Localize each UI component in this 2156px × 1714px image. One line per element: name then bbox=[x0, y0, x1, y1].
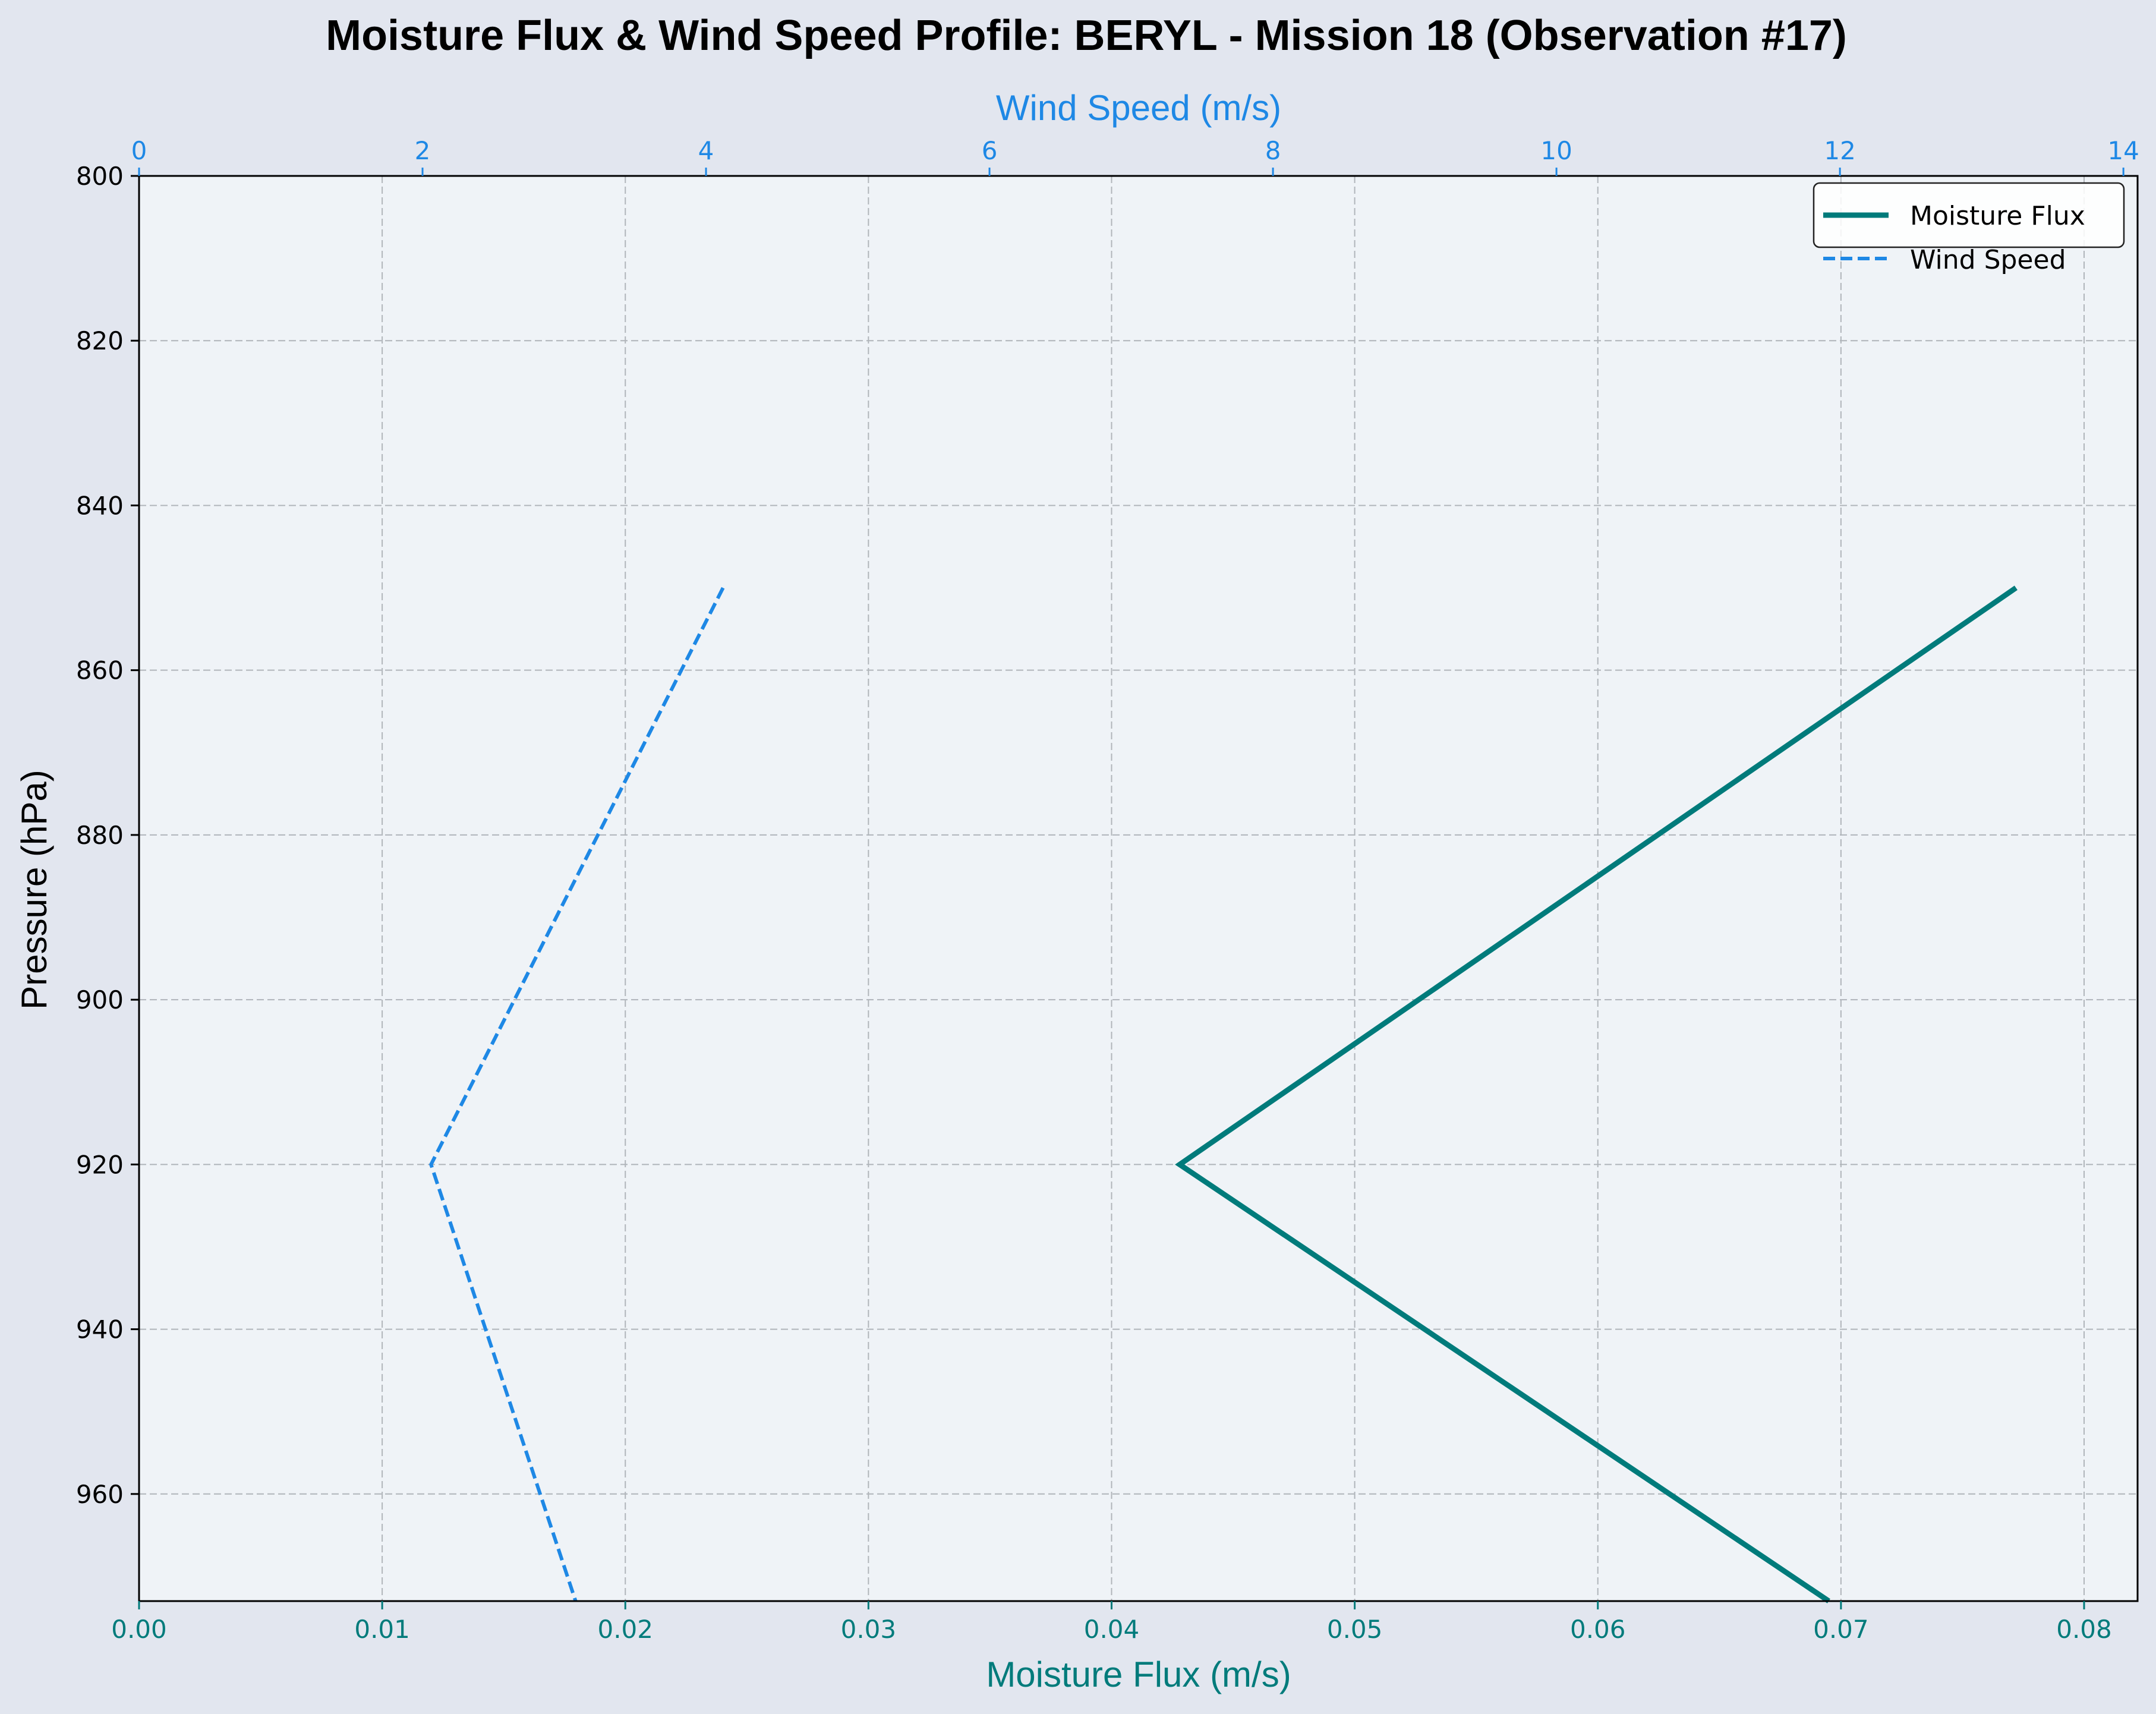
plot-frame bbox=[138, 175, 2139, 1602]
x-top-tick-label: 14 bbox=[2107, 136, 2139, 165]
x-bottom-tick-label: 0.03 bbox=[841, 1615, 897, 1644]
x-bottom-tick-label: 0.05 bbox=[1327, 1615, 1383, 1644]
x-top-tick-label: 2 bbox=[415, 136, 431, 165]
x-bottom-tick-label: 0.00 bbox=[111, 1615, 167, 1644]
y-axis-label: Pressure (hPa) bbox=[14, 770, 54, 1009]
x-top-tick-label: 10 bbox=[1540, 136, 1572, 165]
plot-area bbox=[139, 176, 2138, 1601]
series-line-wind-speed bbox=[429, 587, 725, 1602]
legend: Moisture Flux Wind Speed bbox=[1813, 182, 2125, 275]
x-bottom-tick-label: 0.04 bbox=[1084, 1615, 1140, 1644]
x-top-tick-label: 12 bbox=[1824, 136, 1855, 165]
x-bottom-tick-label: 0.07 bbox=[1813, 1615, 1869, 1644]
y-tick-label: 900 bbox=[76, 985, 124, 1014]
y-tick-label: 940 bbox=[76, 1315, 124, 1344]
y-tick-label: 960 bbox=[76, 1480, 124, 1509]
x-axis-top: 0 2 4 6 8 10 12 14 bbox=[131, 136, 2139, 176]
x-axis-bottom-label: Moisture Flux (m/s) bbox=[986, 1655, 1291, 1694]
x-top-tick-label: 8 bbox=[1265, 136, 1281, 165]
y-tick-label: 860 bbox=[76, 656, 124, 685]
y-tick-label: 880 bbox=[76, 821, 124, 850]
series-layer bbox=[429, 585, 2018, 1603]
x-bottom-tick-label: 0.08 bbox=[2056, 1615, 2112, 1644]
x-axis-bottom: 0.00 0.01 0.02 0.03 0.04 0.05 0.06 0.07 0.08 bbox=[111, 1601, 2112, 1644]
grid bbox=[139, 176, 2138, 1601]
y-tick-label: 840 bbox=[76, 491, 124, 520]
x-bottom-tick-label: 0.06 bbox=[1570, 1615, 1626, 1644]
legend-label-wind-speed: Wind Speed bbox=[1910, 245, 2066, 275]
legend-box bbox=[1813, 182, 2125, 248]
y-tick-label: 820 bbox=[76, 326, 124, 355]
x-top-tick-label: 0 bbox=[131, 136, 147, 165]
y-axis: 800 820 840 860 880 900 920 940 960 bbox=[76, 162, 139, 1509]
legend-label-moisture-flux: Moisture Flux bbox=[1910, 201, 2085, 231]
x-bottom-tick-label: 0.02 bbox=[597, 1615, 653, 1644]
x-top-tick-label: 4 bbox=[698, 136, 714, 165]
y-tick-label: 800 bbox=[76, 162, 124, 191]
x-bottom-tick-label: 0.01 bbox=[354, 1615, 410, 1644]
series-line-moisture-flux bbox=[1175, 585, 2018, 1603]
x-top-tick-label: 6 bbox=[982, 136, 998, 165]
y-tick-label: 920 bbox=[76, 1150, 124, 1179]
x-axis-top-label: Wind Speed (m/s) bbox=[996, 88, 1281, 128]
chart-title: Moisture Flux & Wind Speed Profile: BERY… bbox=[326, 12, 1847, 59]
